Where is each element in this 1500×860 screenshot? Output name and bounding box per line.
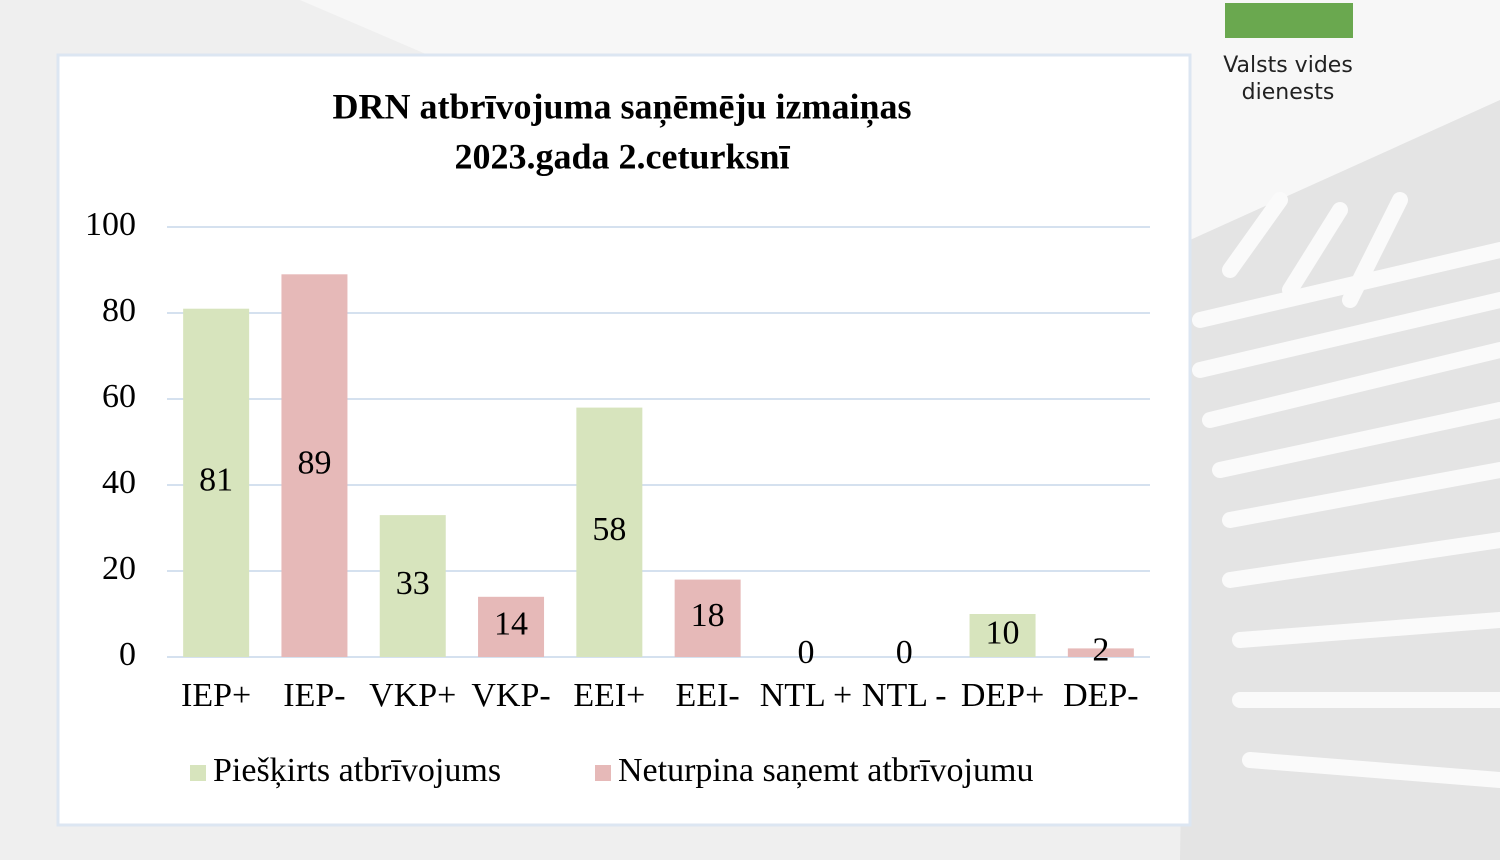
- x-tick-label: EEI-: [676, 677, 740, 714]
- y-tick-label: 80: [102, 292, 136, 329]
- value-label: 89: [297, 444, 331, 481]
- y-tick-label: 100: [85, 206, 136, 243]
- x-tick-label: IEP-: [283, 677, 345, 714]
- value-label: 81: [199, 462, 233, 499]
- x-tick-label: DEP-: [1063, 677, 1139, 714]
- bar: [183, 308, 250, 657]
- y-tick-label: 0: [119, 636, 136, 673]
- value-label: 10: [986, 614, 1020, 651]
- x-tick-label: VKP-: [471, 677, 550, 714]
- legend-swatch: [190, 765, 206, 781]
- y-tick-label: 60: [102, 378, 136, 415]
- legend-label: Piešķirts atbrīvojums: [213, 752, 501, 789]
- bar: [379, 515, 446, 657]
- x-tick-label: EEI+: [573, 677, 645, 714]
- x-tick-label: DEP+: [961, 677, 1044, 714]
- bar: [969, 614, 1036, 657]
- bar: [576, 407, 643, 657]
- bar: [281, 274, 348, 657]
- background-shape: [1180, 100, 1500, 860]
- value-label: 14: [494, 606, 528, 643]
- y-tick-label: 40: [102, 464, 136, 501]
- value-label: 58: [592, 511, 626, 548]
- x-tick-label: VKP+: [369, 677, 456, 714]
- bar: [1067, 648, 1134, 657]
- x-tick-label: NTL -: [862, 677, 947, 714]
- logo-text: Valsts vides dienests: [1223, 53, 1353, 105]
- value-label: 18: [691, 597, 725, 634]
- value-label: 0: [896, 634, 913, 671]
- logo-mark: [1225, 3, 1353, 38]
- decor-lines: [1192, 192, 1500, 788]
- chart-title: 2023.gada 2.ceturksnī: [454, 136, 790, 176]
- value-label: 33: [396, 565, 430, 602]
- y-tick-label: 20: [102, 550, 136, 587]
- chart-title: DRN atbrīvojuma saņēmēju izmaiņas: [333, 86, 912, 128]
- value-label: 2: [1092, 631, 1109, 668]
- x-tick-label: IEP+: [181, 677, 251, 714]
- bar: [674, 579, 741, 657]
- x-tick-label: NTL +: [760, 677, 853, 714]
- legend-label: Neturpina saņemt atbrīvojumu: [618, 752, 1033, 789]
- legend-swatch: [595, 765, 611, 781]
- value-label: 0: [797, 634, 814, 671]
- bar: [478, 596, 545, 657]
